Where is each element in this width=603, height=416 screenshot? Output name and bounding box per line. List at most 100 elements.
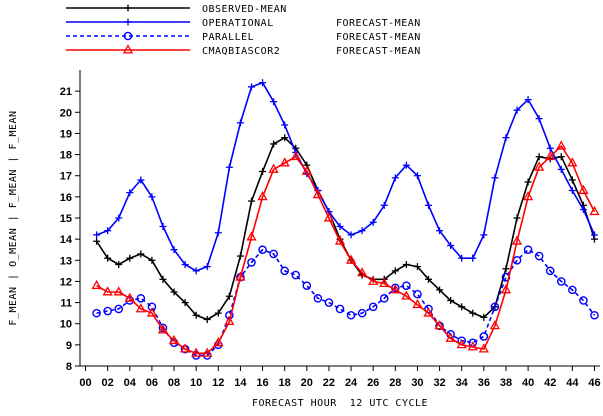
y-tick-label: 8	[66, 361, 72, 373]
data-point	[436, 227, 444, 235]
data-point	[502, 134, 510, 142]
x-tick-label: 30	[411, 377, 423, 389]
data-point	[93, 237, 101, 245]
x-tick-label: 38	[500, 377, 512, 389]
data-point	[290, 150, 301, 161]
data-point	[203, 315, 211, 323]
data-point	[545, 266, 555, 276]
data-point	[247, 197, 255, 205]
legend-label: CMAQBIASCOR2	[202, 46, 280, 57]
data-point	[380, 201, 388, 209]
data-point	[301, 165, 312, 175]
legend-label: PARALLEL	[202, 32, 254, 43]
data-point	[281, 134, 289, 142]
data-point	[135, 303, 146, 313]
data-point	[534, 161, 545, 171]
data-point	[447, 296, 455, 304]
data-point	[137, 250, 145, 258]
x-tick-label: 26	[367, 377, 379, 389]
data-point	[213, 337, 224, 347]
x-tick-label: 46	[588, 377, 600, 389]
x-tick-label: 06	[146, 377, 158, 389]
data-point	[147, 302, 157, 312]
legend-label-secondary: FORECAST-MEAN	[336, 46, 421, 57]
data-point	[478, 343, 489, 353]
data-point	[357, 267, 368, 277]
data-point	[467, 341, 478, 351]
data-point	[236, 119, 244, 127]
data-point	[257, 191, 268, 201]
data-point	[535, 115, 543, 123]
y-axis-ticks: 8 9 10 11 12 13 14 15 16 17 18 19 20 21	[60, 86, 80, 373]
x-axis-title: FORECAST HOUR 12 UTC CYCLE	[252, 398, 428, 409]
data-point	[334, 235, 346, 245]
data-point	[402, 261, 410, 269]
series-parallel	[92, 245, 599, 360]
data-point	[103, 306, 112, 316]
data-point	[181, 299, 189, 307]
data-point	[247, 258, 256, 267]
data-point	[379, 294, 389, 303]
data-point	[104, 254, 112, 262]
data-point	[323, 212, 335, 222]
data-point	[191, 347, 202, 357]
y-axis-title: F_MEAN | O_MEAN | F_MEAN | F_MEAN	[8, 110, 19, 325]
data-point	[590, 231, 598, 239]
data-point	[168, 334, 180, 345]
data-point	[458, 254, 466, 262]
data-point	[568, 187, 576, 195]
y-tick-label: 12	[60, 276, 72, 288]
data-point	[456, 339, 467, 349]
data-point	[413, 289, 422, 299]
x-tick-label: 34	[456, 377, 469, 389]
legend-marker	[123, 31, 133, 41]
series-operational	[93, 79, 598, 275]
data-point	[369, 218, 377, 226]
data-point	[115, 261, 123, 269]
data-point	[104, 227, 112, 235]
data-point	[513, 214, 521, 222]
data-point	[524, 96, 532, 104]
data-point	[345, 254, 357, 264]
data-point	[425, 201, 433, 209]
legend-label-secondary: FORECAST-MEAN	[336, 32, 421, 43]
data-point	[170, 246, 178, 254]
y-tick-label: 15	[60, 213, 72, 225]
data-point	[568, 285, 577, 295]
x-tick-label: 12	[212, 377, 224, 389]
legend-marker	[124, 4, 132, 12]
data-point	[436, 286, 444, 294]
data-point	[247, 83, 255, 91]
x-tick-label: 16	[256, 377, 268, 389]
y-tick-label: 13	[60, 255, 72, 267]
data-point	[291, 270, 301, 280]
data-point	[412, 298, 423, 309]
data-point	[214, 309, 222, 317]
x-tick-label: 44	[566, 377, 579, 389]
data-point	[524, 178, 532, 186]
legend-label: OPERATIONAL	[202, 18, 274, 29]
data-point	[490, 302, 500, 312]
y-tick-label: 14	[60, 234, 73, 246]
x-tick-label: 14	[234, 377, 247, 389]
data-point	[557, 165, 565, 173]
x-tick-label: 02	[102, 377, 114, 389]
data-point	[148, 256, 156, 264]
data-point	[469, 254, 477, 262]
data-point	[391, 267, 399, 275]
legend-item: OPERATIONAL FORECAST-MEAN	[66, 18, 420, 29]
x-tick-label: 28	[389, 377, 401, 389]
data-point	[358, 227, 366, 235]
y-tick-label: 20	[60, 107, 72, 119]
data-point	[159, 222, 167, 230]
data-point	[556, 277, 566, 286]
data-point	[113, 286, 124, 296]
data-point	[413, 263, 421, 271]
data-point	[568, 176, 576, 184]
data-point	[447, 241, 455, 249]
data-point	[469, 309, 477, 317]
y-tick-label: 16	[60, 192, 72, 204]
data-point	[546, 144, 554, 152]
data-point	[259, 167, 267, 175]
